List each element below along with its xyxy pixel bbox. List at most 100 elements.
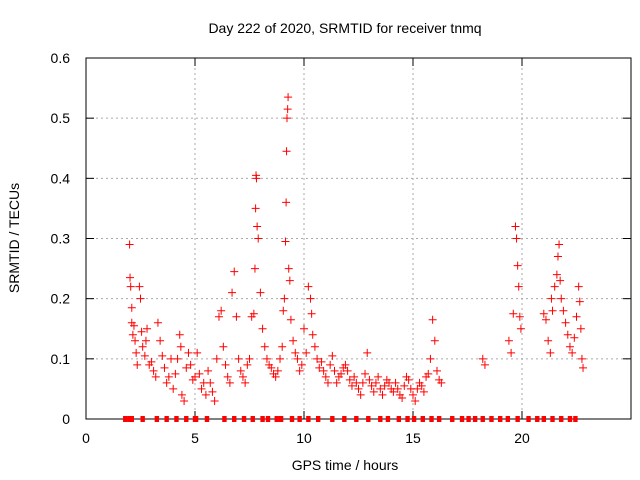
srmtid-data-point [563,330,572,339]
srmtid-data-point [332,378,341,387]
srmtid-data-point [249,309,258,318]
tick-label-layer: 0 5 10 15 20 0 0.1 0.2 0.3 0.4 0.5 0.6 [51,50,530,446]
zero-value-marker [204,416,210,422]
srmtid-data-point [347,381,356,390]
zero-value-marker [140,416,145,422]
zero-value-marker [241,416,247,422]
srmtid-data-point [234,354,243,363]
srmtid-data-point [553,252,562,261]
srmtid-data-point [197,384,206,393]
srmtid-data-point [133,360,142,369]
srmtid-data-point [280,294,289,303]
srmtid-data-point [480,360,489,369]
zero-value-marker [306,416,311,422]
srmtid-data-point [550,282,559,291]
zero-value-marker [297,416,302,422]
srmtid-data-point [576,324,585,333]
srmtid-data-point [319,366,328,375]
srmtid-data-point [127,303,136,312]
srmtid-data-point [546,348,555,357]
srmtid-data-point [400,381,409,390]
srmtid-data-point [169,384,178,393]
srmtid-data-point [177,390,186,399]
x-tick-label: 20 [514,430,530,446]
srmtid-data-point [577,354,586,363]
srmtid-data-point [371,378,380,387]
srmtid-data-point [273,366,282,375]
srmtid-data-point [389,387,398,396]
zero-value-marker [573,416,578,422]
srmtid-data-point [513,261,522,270]
y-tick-label: 0.2 [51,291,71,307]
zero-value-marker [330,416,335,422]
srmtid-data-point [236,366,245,375]
srmtid-data-point [126,282,135,291]
srmtid-data-point [352,378,361,387]
srmtid-data-point [544,336,553,345]
srmtid-data-point [552,270,561,279]
srmtid-data-point [228,288,237,297]
srmtid-data-point [129,321,138,330]
srmtid-data-point [306,294,315,303]
srmtid-data-point [137,327,146,336]
srmtid-data-point [253,222,262,231]
srmtid-data-point [232,312,241,321]
srmtid-data-point [293,354,302,363]
zero-value-marker [550,416,555,422]
srmtid-data-point [125,240,134,249]
srmtid-data-point [557,294,566,303]
srmtid-data-point [391,378,400,387]
zero-value-marker [278,416,284,422]
srmtid-data-point [515,312,524,321]
srmtid-data-point [539,309,548,318]
zero-value-marker [498,416,503,422]
srmtid-data-point [243,360,252,369]
srmtid-data-point [143,324,152,333]
srmtid-data-point [300,324,308,333]
zero-value-marker [396,416,402,422]
srmtid-data-point [219,342,228,351]
srmtid-data-point [284,93,293,102]
zero-value-marker [184,416,189,422]
x-tick-label: 5 [191,430,199,446]
srmtid-data-point [167,354,176,363]
y-tick-label: 0.4 [51,170,71,186]
srmtid-data-point [182,363,191,372]
zero-value-marker [342,416,347,422]
zero-value-marker [265,416,271,422]
srmtid-data-point [413,384,422,393]
srmtid-data-point [251,204,260,213]
srmtid-data-point [284,264,293,273]
srmtid-data-point [315,363,324,372]
srmtid-data-point [380,381,389,390]
srmtid-data-point [424,369,433,378]
zero-value-marker [154,416,160,422]
srmtid-data-point [302,348,311,357]
srmtid-data-point [363,348,372,357]
srmtid-data-point [406,384,415,393]
srmtid-data-point [149,366,158,375]
srmtid-data-point [507,348,516,357]
srmtid-data-point [509,309,518,318]
srmtid-data-point [156,336,165,345]
srmtid-data-point [126,273,135,282]
srmtid-data-point [186,360,195,369]
srmtid-data-point [428,315,437,324]
srmtid-data-point [559,306,568,315]
zero-value-marker [472,416,478,422]
zero-value-marker [405,416,410,422]
srmtid-data-point [214,312,223,321]
zero-value-marker [420,416,426,422]
srmtid-data-point [308,330,317,339]
srmtid-data-point [328,351,337,360]
srmtid-data-point [193,348,202,357]
srmtid-data-point [162,378,171,387]
srmtid-data-point [341,360,350,369]
srmtid-data-point [245,354,254,363]
srmtid-data-point [212,354,221,363]
srmtid-data-point [195,369,204,378]
srmtid-data-point [140,351,149,360]
srmtid-data-point [374,372,383,381]
srmtid-data-point [385,378,394,387]
srmtid-data-point [354,384,363,393]
